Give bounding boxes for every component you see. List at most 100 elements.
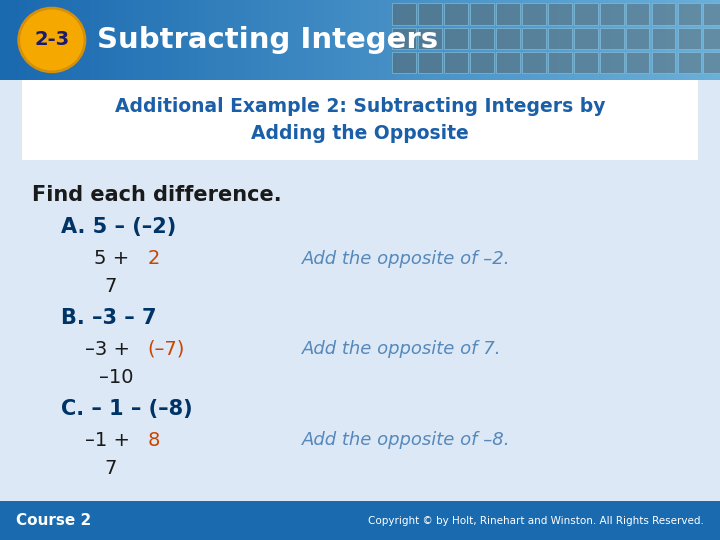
Text: A. 5 – (–2): A. 5 – (–2) <box>61 217 176 238</box>
Bar <box>22 80 698 160</box>
Text: Subtracting Integers: Subtracting Integers <box>97 26 438 54</box>
Bar <box>333 0 343 80</box>
Ellipse shape <box>19 8 85 72</box>
Bar <box>444 28 468 49</box>
Bar <box>360 0 370 80</box>
Bar <box>600 52 624 73</box>
Bar <box>678 28 701 49</box>
Bar <box>234 0 245 80</box>
Bar <box>63 0 73 80</box>
Bar <box>414 0 424 80</box>
Bar <box>432 0 442 80</box>
Bar <box>444 52 468 73</box>
Bar <box>626 3 649 25</box>
Bar <box>702 0 712 80</box>
Text: Add the opposite of –8.: Add the opposite of –8. <box>302 431 511 449</box>
Bar <box>171 0 181 80</box>
Bar <box>99 0 109 80</box>
Text: –3 +: –3 + <box>85 340 136 359</box>
Bar <box>225 0 235 80</box>
Bar <box>678 52 701 73</box>
Bar <box>297 0 307 80</box>
Bar <box>126 0 137 80</box>
Text: Course 2: Course 2 <box>16 513 91 528</box>
Bar <box>378 0 389 80</box>
Bar <box>441 0 451 80</box>
Bar <box>36 0 46 80</box>
Bar <box>574 52 598 73</box>
Bar <box>574 28 598 49</box>
Bar <box>540 0 550 80</box>
Bar <box>54 0 65 80</box>
Bar <box>603 0 613 80</box>
Bar <box>423 0 433 80</box>
Bar <box>703 28 720 49</box>
Text: –1 +: –1 + <box>85 430 136 450</box>
Bar <box>252 0 262 80</box>
Bar <box>693 0 703 80</box>
Bar <box>703 52 720 73</box>
Bar <box>418 52 442 73</box>
Bar <box>621 0 631 80</box>
Bar <box>405 0 415 80</box>
Bar <box>144 0 154 80</box>
Text: Find each difference.: Find each difference. <box>32 185 282 205</box>
Bar <box>450 0 461 80</box>
Bar <box>288 0 299 80</box>
Bar <box>108 0 119 80</box>
Bar <box>576 0 586 80</box>
Text: C. – 1 – (–8): C. – 1 – (–8) <box>61 399 193 419</box>
Bar <box>189 0 199 80</box>
Bar <box>444 3 468 25</box>
Bar <box>306 0 317 80</box>
Bar <box>657 0 667 80</box>
Bar <box>567 0 577 80</box>
Text: 2-3: 2-3 <box>35 30 69 50</box>
Bar <box>594 0 604 80</box>
Bar <box>9 0 19 80</box>
Bar <box>418 28 442 49</box>
Bar <box>81 0 91 80</box>
Text: 7: 7 <box>104 458 117 478</box>
Text: 5 +: 5 + <box>94 249 135 268</box>
Text: Copyright © by Holt, Rinehart and Winston. All Rights Reserved.: Copyright © by Holt, Rinehart and Winsto… <box>369 516 704 525</box>
Text: Additional Example 2: Subtracting Integers by: Additional Example 2: Subtracting Intege… <box>114 97 606 116</box>
Bar <box>396 0 407 80</box>
Bar <box>90 0 101 80</box>
Bar <box>27 0 37 80</box>
Bar <box>496 52 520 73</box>
Bar <box>470 3 494 25</box>
Bar <box>216 0 226 80</box>
Bar <box>369 0 379 80</box>
Text: Adding the Opposite: Adding the Opposite <box>251 124 469 143</box>
Bar <box>72 0 82 80</box>
Text: (–7): (–7) <box>148 340 185 359</box>
Bar <box>496 3 520 25</box>
Bar <box>666 0 677 80</box>
Bar <box>470 28 494 49</box>
Bar <box>153 0 163 80</box>
Bar <box>626 28 649 49</box>
Bar <box>207 0 217 80</box>
Bar <box>470 52 494 73</box>
Bar <box>522 3 546 25</box>
Bar <box>531 0 541 80</box>
Bar <box>549 0 559 80</box>
Bar <box>652 3 675 25</box>
Bar <box>243 0 253 80</box>
Bar <box>504 0 514 80</box>
Bar <box>495 0 505 80</box>
Bar <box>626 52 649 73</box>
Bar <box>162 0 173 80</box>
Bar <box>522 28 546 49</box>
Bar <box>392 28 416 49</box>
Bar <box>342 0 353 80</box>
Bar <box>387 0 397 80</box>
Bar <box>711 0 720 80</box>
Bar <box>600 3 624 25</box>
Bar <box>678 3 701 25</box>
Bar <box>180 0 190 80</box>
Text: 8: 8 <box>148 430 160 450</box>
Bar <box>45 0 55 80</box>
Bar <box>548 52 572 73</box>
